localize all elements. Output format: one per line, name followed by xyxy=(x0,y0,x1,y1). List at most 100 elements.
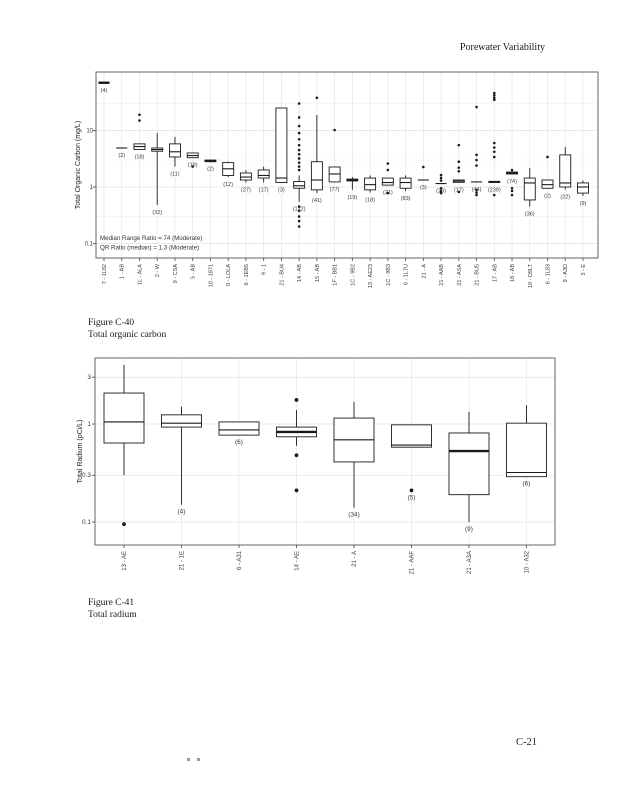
x-tick-label: 21 - A xyxy=(421,264,427,279)
x-tick-label: 10 - A32 xyxy=(525,550,531,573)
outlier-point xyxy=(457,169,461,173)
outlier-point xyxy=(475,193,478,197)
box-plot-item: (19) xyxy=(186,152,199,169)
outlier-point xyxy=(297,143,301,147)
outlier-point xyxy=(138,119,141,122)
outlier-point xyxy=(492,98,496,102)
iqr-box xyxy=(103,392,145,444)
count-label: (9) xyxy=(580,201,587,207)
outlier-point xyxy=(475,188,478,192)
panel-annotation: Median Range Ratio = 74 (Moderate) xyxy=(100,235,202,242)
count-label: (20) xyxy=(436,189,446,195)
x-tick-label: 14 - AE xyxy=(295,551,301,571)
outlier-point xyxy=(492,146,496,149)
count-label: (6) xyxy=(523,481,531,488)
count-label: (18) xyxy=(135,155,145,161)
count-label: (2) xyxy=(544,193,551,199)
outlier-point xyxy=(457,160,461,164)
outlier-point xyxy=(546,155,549,159)
outlier-point xyxy=(315,96,319,100)
outlier-point xyxy=(297,124,301,128)
count-label: (6) xyxy=(235,439,243,446)
outlier-point xyxy=(297,116,301,119)
outlier-point xyxy=(439,186,443,190)
outlier-point xyxy=(297,161,301,164)
box-plot-item: (27) xyxy=(239,169,252,194)
outlier-point xyxy=(122,522,126,527)
x-tick-label: 13 - AE xyxy=(122,551,128,571)
outlier-point xyxy=(422,165,425,169)
count-label: (83) xyxy=(401,196,411,202)
box-plot-item: (32) xyxy=(151,133,164,216)
box-plot-item: (20) xyxy=(435,173,447,195)
iqr-box xyxy=(275,107,288,183)
count-label: (27) xyxy=(241,188,251,194)
box-plot-item: (11) xyxy=(169,136,181,178)
outlier-point xyxy=(297,131,301,135)
x-tick-label: 1 - AB xyxy=(120,264,126,279)
x-tick-label: 7 - 1L82 xyxy=(102,264,108,284)
count-label: (32) xyxy=(152,210,162,216)
iqr-box xyxy=(506,422,547,478)
x-tick-label: 6 - A31 xyxy=(237,550,243,570)
box-plot-item: (44) xyxy=(471,105,483,197)
x-tick-label: 0 - LOLA xyxy=(226,264,232,286)
outlier-point xyxy=(333,128,336,132)
y-tick-label: 0.1 xyxy=(82,519,91,526)
iqr-box xyxy=(293,181,306,189)
outlier-point xyxy=(386,162,390,165)
iqr-box xyxy=(559,154,572,188)
figure-c41-label: Figure C-41 xyxy=(88,598,135,608)
box-plot-item: (12) xyxy=(222,161,235,188)
count-label: (19) xyxy=(188,163,198,169)
box-plot-item: (4) xyxy=(161,406,202,516)
page-header: Porewater Variability xyxy=(459,42,545,53)
x-tick-label: 6 - 1L7U xyxy=(404,264,410,285)
x-tick-label: 21 - A xyxy=(352,551,358,567)
outlier-point xyxy=(475,158,478,162)
box-plot-item: (19) xyxy=(346,177,359,201)
count-label: (11) xyxy=(170,172,180,178)
x-tick-label: 2 - W xyxy=(155,263,161,277)
box-plot-item: (74) xyxy=(506,168,518,197)
radium-boxplot-svg: (4) (6) (34) (5) (9) (6) 3 1 0.3 0.1 13 - AE 21 - 1… xyxy=(77,357,556,574)
x-tick-label: 10 - D9LT xyxy=(528,263,534,288)
outlier-point xyxy=(386,168,390,172)
count-label: (19) xyxy=(347,195,357,201)
x-tick-label: 13 - AE23 xyxy=(368,264,374,288)
outlier-point xyxy=(492,96,496,100)
iqr-box xyxy=(310,161,323,191)
iqr-box xyxy=(391,424,432,448)
x-tick-label: 3 - E xyxy=(581,264,587,276)
box-plot-item: (18) xyxy=(364,175,377,203)
outlier-point xyxy=(138,113,141,117)
figure-c40-label: Figure C-40 xyxy=(88,318,135,328)
y-tick-label: 1 xyxy=(90,185,94,191)
count-label: (17) xyxy=(454,187,464,193)
box-plot-item: (41) xyxy=(310,96,323,204)
count-label: (122) xyxy=(293,207,306,213)
box-plot-item: (2) xyxy=(204,159,217,173)
x-tick-label: 21 - BU4 xyxy=(279,264,285,286)
count-label: (4) xyxy=(101,88,108,94)
x-tick-label: 6 - 1EB5 xyxy=(244,264,250,285)
box-plot-item: (5) xyxy=(391,424,432,501)
x-tick-label: 21 - A3A xyxy=(467,551,473,574)
count-label: (239) xyxy=(488,188,501,194)
panel-annotation: QR Ratio (median) = 1.3 (Moderate) xyxy=(100,245,199,252)
outlier-point xyxy=(409,488,414,493)
box-plot-item: (2) xyxy=(116,147,128,159)
outlier-point xyxy=(297,165,301,168)
count-label: (34) xyxy=(348,512,360,519)
figure-c41-title: Total radium xyxy=(88,610,137,620)
iqr-box xyxy=(381,177,394,186)
outlier-point xyxy=(439,189,443,193)
iqr-box xyxy=(523,177,536,201)
box-plot-item: (3) xyxy=(275,107,288,194)
outlier-point xyxy=(297,215,301,218)
outlier-point xyxy=(297,219,301,223)
x-tick-label: 1F - BB1 xyxy=(333,264,339,286)
count-label: (21) xyxy=(383,190,393,196)
box-plot-item: (6) xyxy=(506,405,547,488)
